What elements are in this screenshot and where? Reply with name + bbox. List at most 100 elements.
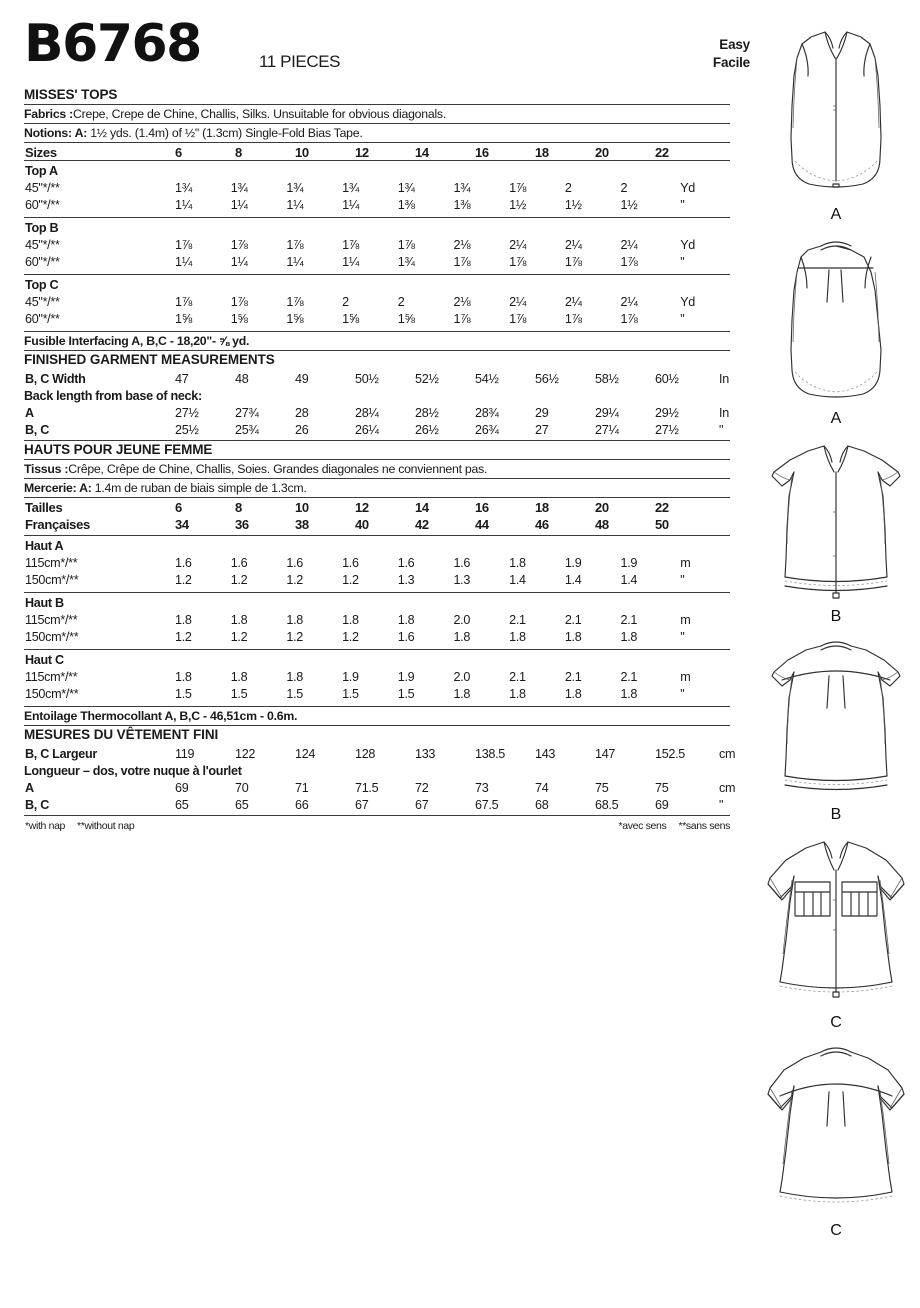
row-label: 115cm*/** [25,556,78,570]
row-label: B, C Width [25,372,86,386]
size-col: 22 [655,500,669,515]
table-row: B, C Largeur 119 122 124 128 133 138.5 1… [24,744,757,761]
row-unit: cm [719,747,736,761]
cell: 1.2 [342,573,359,587]
english-interfacing-line: Fusible Interfacing A, B,C - 18,20"- ⅝ y… [24,332,730,350]
row-unit: In [719,372,729,386]
cell: 1⅞ [230,295,248,309]
size-col: 48 [595,517,609,532]
cell: 75 [655,781,669,795]
french-fabrics-line: Tissus :Crêpe, Crêpe de Chine, Challis, … [24,460,730,478]
cell: 58½ [595,372,619,386]
cell: 26¼ [355,423,379,437]
table-row: 115cm*/** 1.6 1.6 1.6 1.6 1.6 1.6 1.8 1.… [24,553,730,570]
cell: 47 [175,372,189,386]
cell: 1.2 [286,573,303,587]
footnote-without-nap: **without nap [77,820,135,832]
short-sleeve-pocket-top-back-icon [767,1047,905,1203]
cell: 28½ [415,406,439,420]
garment-illustrations: A A [752,18,920,1246]
size-col: 12 [355,145,369,160]
cell: 1¼ [175,198,192,212]
size-col: 36 [235,517,249,532]
cell: 1.2 [342,630,359,644]
cell: 1.6 [175,556,192,570]
cell: 69 [655,798,669,812]
cell: 1.8 [286,670,303,684]
illustration-a-front: A [752,18,920,224]
cell: 1¼ [342,198,359,212]
cell: 2.1 [620,613,638,627]
difficulty-english: Easy [719,37,750,52]
cell: 70 [235,781,249,795]
cell: 128 [355,747,376,761]
cell: 29¼ [595,406,619,420]
cell: 2¼ [564,295,582,309]
cell: 28 [295,406,309,420]
cell: 71.5 [355,781,379,795]
divider [24,725,730,726]
cell: 1.4 [509,573,526,587]
cell: 67 [415,798,429,812]
cell: 1⅝ [397,312,415,326]
cell: 1⅝ [230,312,248,326]
english-notions-text: 1½ yds. (1.4m) of ½" (1.3cm) Single-Fold… [90,126,363,140]
cell: 1¼ [230,198,248,212]
cell: 52½ [415,372,439,386]
row-label: 45"*/** [25,238,60,252]
illustration-c-back: C [752,1038,920,1240]
cell: 1.8 [564,687,582,701]
cell: 27½ [655,423,679,437]
cell: 1.5 [175,687,192,701]
cell: 1⅝ [342,312,359,326]
table-row: 115cm*/** 1.8 1.8 1.8 1.9 1.9 2.0 2.1 2.… [24,667,730,684]
footnote-sans-sens: **sans sens [678,820,730,832]
row-unit: Yd [680,181,695,195]
cell: 1.8 [453,687,471,701]
cell: 65 [175,798,189,812]
cell: 1⅞ [342,238,359,252]
divider [24,535,730,536]
divider [24,706,730,707]
group-title-row: Haut C [24,650,730,667]
cell: 1.8 [620,630,638,644]
subheading-row: Longueur – dos, votre nuque à l'ourlet [24,761,757,778]
cell: 28¾ [475,406,499,420]
size-col: 50 [655,517,669,532]
english-notions-line: Notions: A: 1½ yds. (1.4m) of ½" (1.3cm)… [24,124,730,142]
french-fabrics-label: Tissus : [24,462,69,476]
cell: 1.8 [230,670,248,684]
table-row: 60"*/** 1¼ 1¼ 1¼ 1¼ 1¾ 1⅞ 1⅞ 1⅞ 1⅞ " [24,252,730,269]
cell: 1⅞ [509,255,527,269]
row-label: 60"*/** [25,255,60,269]
row-label: 45"*/** [25,295,60,309]
cell: 1.5 [286,687,303,701]
cell: 1.9 [620,556,638,570]
english-group-top-c: Top C 45"*/** 1⅞ 1⅞ 1⅞ 2 2 2⅛ 2¼ 2¼ 2¼ Y… [24,275,730,331]
subheading-row: Back length from base of neck: [24,386,757,403]
french-notions-text: 1.4m de ruban de biais simple de 1.3cm. [94,481,307,495]
english-fgm-table: B, C Width 47 48 49 50½ 52½ 54½ 56½ 58½ … [24,369,757,440]
size-col: 6 [175,145,182,160]
cell: 29½ [655,406,679,420]
table-row: 150cm*/** 1.2 1.2 1.2 1.2 1.3 1.3 1.4 1.… [24,570,730,587]
cell: 1.5 [230,687,248,701]
cell: 27½ [175,406,199,420]
cell: 1.8 [564,630,582,644]
cell: 74 [535,781,549,795]
cell: 68 [535,798,549,812]
cell: 25¾ [235,423,259,437]
cell: 1¾ [397,181,415,195]
cell: 2.1 [509,613,526,627]
cell: 25½ [175,423,199,437]
cell: 152.5 [655,747,686,761]
row-unit: " [680,198,685,212]
divider [24,592,730,593]
row-unit: " [680,255,685,269]
divider [24,104,730,105]
illustration-b-back: B [752,632,920,824]
row-unit: m [680,556,691,570]
cell: 2.1 [620,670,638,684]
french-interfacing-line: Entoilage Thermocollant A, B,C - 46,51cm… [24,707,730,725]
cell: 1⅝ [286,312,304,326]
